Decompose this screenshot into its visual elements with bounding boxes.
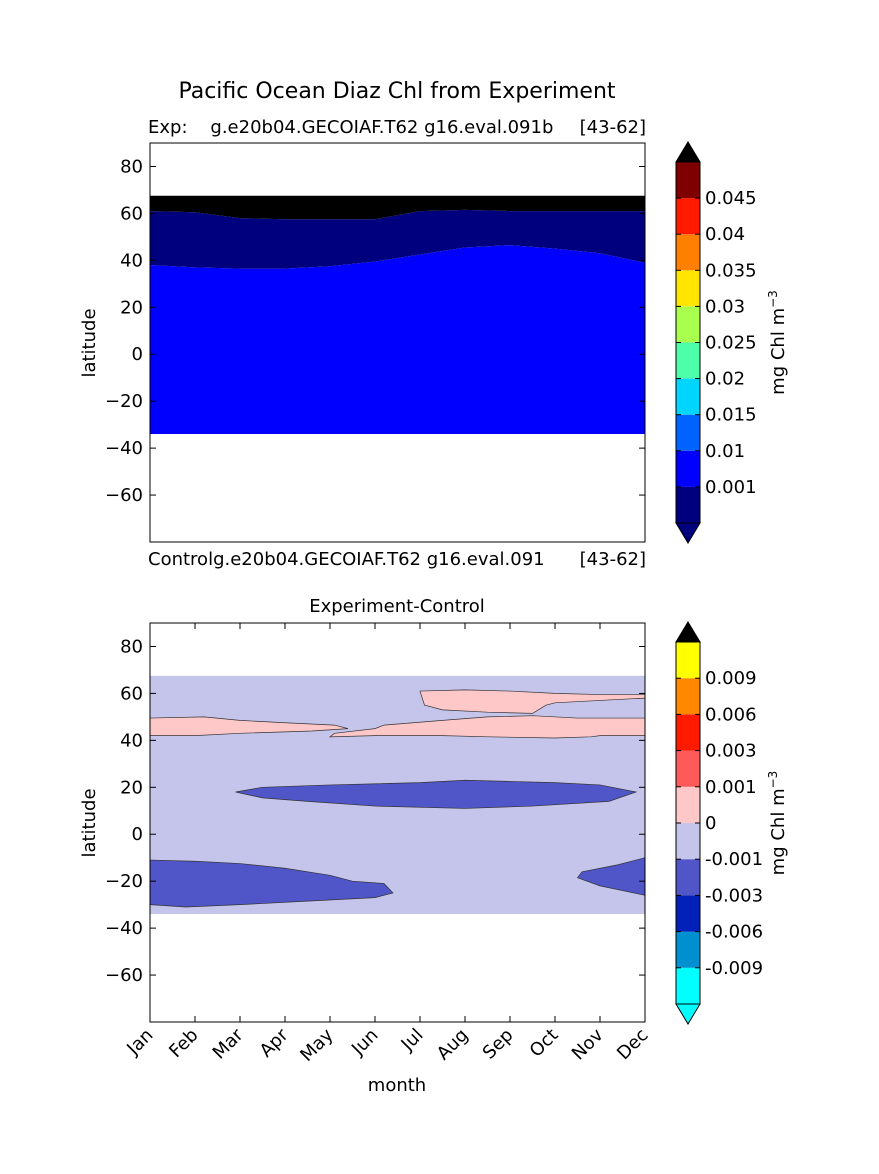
colorbar-tick-label: 0.025 [705, 333, 757, 354]
colorbar-swatch [676, 450, 700, 487]
colorbar-tick-label: 0.009 [705, 668, 757, 689]
colorbar-tick-label: 0.035 [705, 260, 757, 281]
colorbar-tick-label: 0.03 [705, 296, 745, 317]
colorbar-swatch [676, 859, 700, 896]
colorbar-swatch [676, 642, 700, 679]
difference-x-axis-label: month [368, 1075, 426, 1096]
x-tick-label: Oct [526, 1025, 563, 1062]
y-tick-label: −60 [105, 965, 143, 986]
experiment-colorbar: 0.045 0.04 0.035 0.03 0.025 0.02 0.015 0.01 0.00… [675, 141, 789, 544]
colorbar-swatch [676, 714, 700, 751]
x-tick-label: Jul [397, 1025, 428, 1056]
colorbar-tick-label: 0.006 [705, 704, 757, 725]
colorbar-swatch [676, 378, 700, 415]
difference-panel: Controlg.e20b04.GECOIAF.T62 g16.eval.091… [79, 549, 789, 1096]
difference-title: Experiment-Control [309, 596, 485, 617]
colorbar-tick-label: 0.001 [705, 777, 757, 798]
colorbar-swatch [676, 342, 700, 379]
colorbar-swatch [676, 895, 700, 932]
colorbar-label: mg Chl m−3 [766, 290, 789, 395]
difference-title-left: Controlg.e20b04.GECOIAF.T62 g16.eval.091 [148, 549, 545, 570]
x-tick-label: Feb [165, 1025, 202, 1062]
colorbar-swatch [676, 234, 700, 271]
field-region-2 [328, 715, 646, 739]
colorbar-extend-bottom [675, 1003, 701, 1025]
field-region-3 [235, 779, 638, 809]
experiment-plot-area: 80 60 40 20 0 −20 −40 −60 [105, 142, 646, 543]
experiment-panel: Exp: g.e20b04.GECOIAF.T62 g16.eval.091b … [79, 117, 789, 544]
y-tick-label: 40 [120, 730, 143, 751]
colorbar-swatch [676, 198, 700, 235]
y-tick-label: −40 [105, 438, 143, 459]
field-region-1 [419, 689, 646, 714]
colorbar-swatch [676, 486, 700, 523]
field-band-1 [150, 209, 645, 269]
colorbar-tick-label: -0.001 [705, 849, 763, 870]
colorbar-tick-label: 0.02 [705, 369, 745, 390]
colorbar-label: mg Chl m−3 [766, 771, 789, 876]
x-tick-label: Sep [479, 1025, 518, 1064]
y-tick-label: 20 [120, 297, 143, 318]
colorbar-extend-bottom [675, 522, 701, 544]
y-tick-label: 20 [120, 777, 143, 798]
plot-frame [149, 142, 646, 543]
y-tick-label: −60 [105, 485, 143, 506]
difference-plot-area: 80 60 40 20 0 −20 −40 −60 Jan Feb Mar Apr May Jun Jul A… [105, 622, 653, 1066]
experiment-title-left: Exp: g.e20b04.GECOIAF.T62 g16.eval.091b [148, 117, 553, 138]
colorbar-tick-label: -0.003 [705, 885, 763, 906]
colorbar-swatch [676, 750, 700, 787]
y-tick-label: −20 [105, 871, 143, 892]
y-tick-label: 0 [132, 824, 143, 845]
field-region-4 [149, 859, 394, 908]
colorbar-tick-label: -0.006 [705, 922, 763, 943]
difference-colorbar: 0.009 0.006 0.003 0.001 0 -0.001 -0.003 -0.006 -… [675, 621, 789, 1025]
y-tick-label: 60 [120, 203, 143, 224]
x-tick-label: Nov [568, 1024, 608, 1064]
y-tick-label: −40 [105, 918, 143, 939]
colorbar-tick-label: 0.001 [705, 477, 757, 498]
colorbar-swatch [676, 823, 700, 860]
figure-title: Pacific Ocean Diaz Chl from Experiment [178, 79, 615, 104]
x-tick-label: Aug [433, 1025, 473, 1065]
colorbar-swatch [676, 414, 700, 451]
field-band-2 [150, 195, 645, 220]
colorbar-swatch [676, 306, 700, 343]
colorbar-tick-label: 0.04 [705, 224, 745, 245]
x-tick-label: May [296, 1024, 337, 1065]
y-tick-label: 40 [120, 250, 143, 271]
y-tick-label: 80 [120, 156, 143, 177]
colorbar-swatch [676, 162, 700, 199]
difference-title-right: [43-62] [580, 549, 646, 570]
colorbar-extend-top [675, 141, 701, 163]
colorbar-tick-label: 0.01 [705, 441, 745, 462]
plot-frame [149, 622, 646, 1023]
field-region-0 [149, 716, 349, 737]
colorbar-swatch [676, 786, 700, 823]
colorbar-swatch [676, 967, 700, 1004]
x-tick-label: Jan [122, 1025, 157, 1060]
experiment-title-right: [43-62] [580, 117, 646, 138]
colorbar-tick-label: 0.015 [705, 405, 757, 426]
x-tick-label: Jun [347, 1025, 382, 1060]
y-tick-label: 60 [120, 683, 143, 704]
colorbar-tick-label: 0.003 [705, 741, 757, 762]
x-tick-label: Dec [613, 1025, 652, 1064]
colorbar-swatch [676, 270, 700, 307]
field-band-0 [150, 245, 645, 435]
x-tick-label: Apr [256, 1024, 293, 1061]
experiment-y-axis-label: latitude [79, 308, 100, 377]
colorbar-extend-top [675, 621, 701, 643]
colorbar-tick-label: -0.009 [705, 958, 763, 979]
colorbar-tick-label: 0.045 [705, 188, 757, 209]
x-tick-label: Mar [209, 1024, 248, 1063]
difference-y-axis-label: latitude [79, 788, 100, 857]
colorbar-swatch [676, 931, 700, 968]
y-tick-label: 0 [132, 344, 143, 365]
colorbar-tick-label: 0 [705, 813, 716, 834]
y-tick-label: −20 [105, 391, 143, 412]
y-tick-label: 80 [120, 636, 143, 657]
colorbar-swatch [676, 678, 700, 715]
